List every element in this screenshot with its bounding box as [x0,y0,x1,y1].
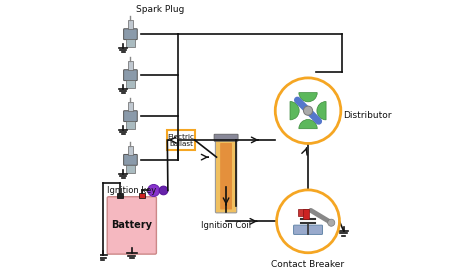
Bar [128,61,133,70]
Text: Electric
ballast: Electric ballast [167,134,194,147]
Text: Contact Breaker: Contact Breaker [272,260,345,269]
FancyBboxPatch shape [214,134,238,141]
FancyBboxPatch shape [215,140,237,213]
Circle shape [148,184,160,197]
Text: Spark Plug: Spark Plug [136,5,184,14]
Circle shape [275,78,341,144]
Circle shape [328,219,335,226]
Wedge shape [317,102,326,120]
Wedge shape [299,120,317,129]
Bar [126,165,135,173]
FancyBboxPatch shape [293,225,322,234]
Circle shape [277,190,339,253]
Circle shape [303,106,313,115]
Text: Ignition key: Ignition key [107,186,156,195]
FancyBboxPatch shape [124,70,137,81]
Bar [128,102,133,111]
Text: Distributor: Distributor [344,111,392,120]
Wedge shape [290,102,299,120]
Text: Ignition Coil: Ignition Coil [201,221,251,230]
FancyBboxPatch shape [124,155,137,165]
FancyBboxPatch shape [107,197,156,254]
Bar [128,20,133,29]
FancyBboxPatch shape [124,29,137,39]
FancyBboxPatch shape [124,111,137,121]
FancyBboxPatch shape [220,143,232,209]
Text: Battery: Battery [111,221,152,230]
Bar [302,209,309,219]
Bar [126,39,135,47]
Bar [298,209,306,216]
Bar [126,80,135,88]
Bar [167,130,195,150]
Bar [126,121,135,129]
Circle shape [159,186,168,195]
Wedge shape [299,93,317,102]
Bar [118,193,123,198]
Bar [128,146,133,155]
Bar [139,193,145,198]
